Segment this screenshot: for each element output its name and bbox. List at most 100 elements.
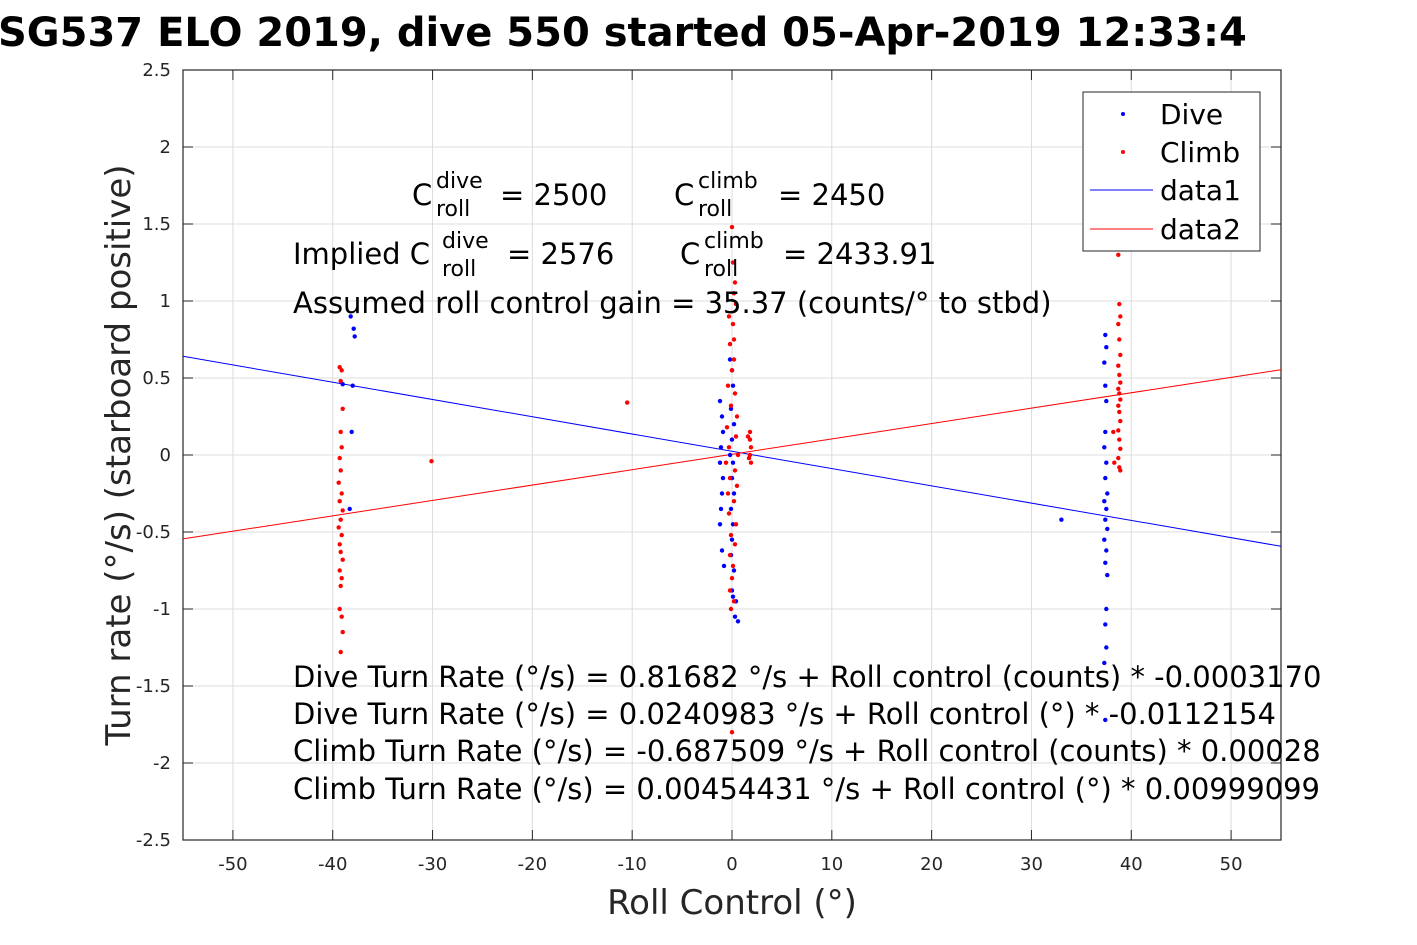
dive-point [721, 563, 727, 569]
climb-point [1116, 455, 1121, 461]
climb-point [1116, 321, 1121, 327]
climb-point [734, 483, 740, 488]
climb-point [731, 291, 737, 296]
dive-point [1105, 491, 1110, 496]
climb-point [729, 224, 735, 230]
annotation-c-dive: C dive roll = 2500 [412, 169, 607, 222]
climb-point [339, 445, 344, 450]
legend: Dive Climb data1 data2 [1082, 91, 1261, 252]
climb-point [726, 445, 732, 450]
dive-point [720, 475, 726, 481]
climb-point [338, 517, 343, 522]
climb-point [727, 552, 733, 558]
x-tick-label: 10 [820, 854, 843, 875]
scatter-points [336, 224, 1123, 735]
climb-point [730, 260, 736, 265]
dive-point [728, 506, 734, 512]
climb-point [726, 511, 732, 516]
climb-point [1117, 301, 1122, 307]
dive-point [718, 506, 724, 512]
y-tick-label: 0.5 [142, 368, 171, 389]
legend-climb-marker [1121, 150, 1125, 154]
climb-point [339, 614, 344, 619]
legend-climb-label: Climb [1160, 136, 1240, 169]
y-axis-ticks: -2.5 -2 -1.5 -1 -0.5 0 0.5 1 1.5 2 2.5 [136, 60, 1281, 851]
dive-point [1104, 506, 1109, 512]
climb-point [1112, 460, 1117, 465]
climb-point [735, 452, 741, 458]
climb-point [733, 301, 739, 307]
climb-point [730, 563, 736, 569]
climb-point [1118, 418, 1123, 424]
c-dive-value: = 2500 [500, 178, 607, 212]
climb-point [732, 542, 738, 547]
climb-point [340, 557, 345, 562]
dive-point [1102, 537, 1107, 542]
climb-point [337, 499, 342, 504]
dive-point [727, 357, 733, 362]
dive-point [732, 614, 738, 619]
dive-point [1103, 475, 1108, 481]
x-tick-label: -10 [617, 854, 646, 875]
dive-point [731, 568, 737, 573]
climb-point [731, 337, 737, 342]
climb-point [729, 576, 735, 581]
climb-point [734, 414, 740, 419]
climb-point [340, 406, 345, 411]
dive-point [1103, 383, 1108, 388]
climb-point [745, 434, 751, 439]
climb-point [723, 460, 729, 465]
dive-point [348, 314, 353, 319]
y-tick-label: -1.5 [136, 676, 171, 697]
dive-point [347, 506, 352, 512]
climb-point [338, 468, 343, 473]
climb-point [728, 606, 734, 612]
climb-point [748, 445, 754, 450]
climb-point [733, 522, 739, 527]
c-dive-sup: dive [436, 169, 483, 194]
dive-point [719, 548, 725, 553]
climb-point [747, 429, 753, 435]
climb-point [733, 434, 739, 439]
annotation-c-climb: C climb roll = 2450 [674, 169, 885, 222]
climb-point [1116, 252, 1121, 257]
y-tick-label: 1 [160, 291, 171, 312]
climb-point [1117, 409, 1122, 415]
dive-point [729, 437, 735, 442]
y-tick-label: -2 [153, 753, 171, 774]
c-climb-sub: roll [698, 197, 732, 222]
x-tick-label: 0 [726, 854, 737, 875]
climb-point [731, 357, 737, 362]
climb-point [726, 314, 732, 319]
dive-point [730, 383, 736, 388]
climb-point [725, 383, 731, 388]
climb-point [1116, 403, 1121, 408]
dive-point [719, 491, 725, 496]
y-tick-label: 2.5 [142, 60, 171, 81]
x-axis-label: Roll Control (°) [607, 883, 857, 923]
dive-point [1102, 660, 1107, 666]
dive-point [1104, 548, 1109, 553]
x-tick-label: 40 [1120, 854, 1143, 875]
climb-point [732, 468, 738, 473]
dive-point [735, 619, 741, 624]
implied-dive-lead: Implied C [293, 237, 430, 271]
climb-point [339, 532, 344, 538]
implied-climb-prefix: C [680, 237, 700, 271]
climb-point [731, 499, 737, 504]
climb-point [338, 583, 343, 589]
c-climb-sup: climb [698, 169, 758, 194]
climb-point [729, 730, 735, 735]
x-tick-label: -40 [318, 854, 347, 875]
implied-climb-sup: climb [704, 229, 764, 254]
annotation-eq4: Climb Turn Rate (°/s) = 0.00454431 °/s +… [293, 772, 1320, 806]
climb-point [338, 549, 343, 555]
dive-point [728, 406, 734, 411]
climb-point [1118, 380, 1123, 385]
c-dive-prefix: C [412, 178, 432, 212]
dive-point [730, 460, 736, 465]
dive-point [1105, 572, 1110, 578]
dive-point [1104, 645, 1109, 650]
climb-point [337, 455, 342, 461]
c-climb-value: = 2450 [778, 178, 885, 212]
